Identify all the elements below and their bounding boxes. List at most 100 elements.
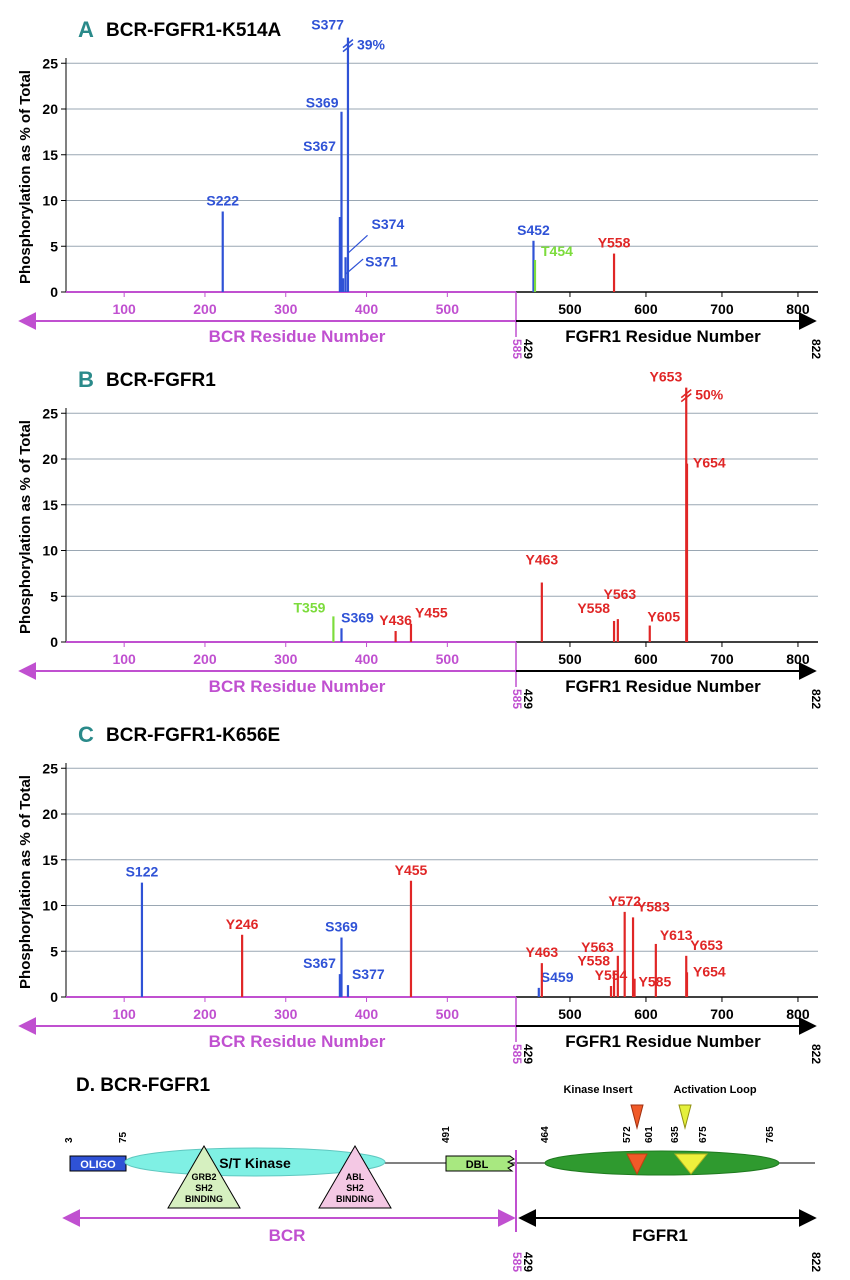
dbl-domain [445, 1155, 516, 1172]
bcr-axis-title: BCR Residue Number [209, 327, 386, 346]
x-tick-label-fgfr: 600 [634, 1006, 658, 1022]
fgfr1-label: FGFR1 [632, 1226, 688, 1245]
chart-title: BCR-FGFR1-K514A [106, 20, 282, 41]
bar-label-y583: Y583 [637, 898, 670, 914]
x-tick-label-fgfr: 800 [786, 651, 810, 667]
domain-map-title: D. BCR-FGFR1 [76, 1075, 210, 1096]
x-tick-label-bcr: 500 [436, 301, 460, 317]
y-tick-label: 25 [42, 55, 58, 71]
x-tick-label-fgfr: 500 [558, 1006, 582, 1022]
panel-letter: A [78, 17, 94, 42]
label-leader-line [347, 234, 368, 255]
residue-tick-675: 675 [698, 1126, 709, 1143]
bar-label-s367: S367 [303, 138, 336, 154]
axis-break-mark [680, 393, 692, 403]
x-tick-label-bcr: 300 [274, 651, 298, 667]
y-axis-label: Phosphorylation as % of Total [17, 420, 34, 634]
fgfr1-end-822: 822 [809, 1252, 823, 1272]
bar-label-s367: S367 [303, 955, 336, 971]
bar-label-y654: Y654 [693, 963, 726, 979]
x-tick-label-bcr: 200 [193, 651, 217, 667]
grb2-label-3: BINDING [185, 1194, 223, 1204]
bar-label-y463: Y463 [525, 944, 558, 960]
bar-label-s377: S377 [311, 17, 344, 33]
x-tick-label-fgfr: 500 [558, 301, 582, 317]
x-tick-label-fgfr: 800 [786, 1006, 810, 1022]
activation-loop-region [673, 1153, 709, 1175]
x-tick-label-fgfr: 600 [634, 651, 658, 667]
bcr-end-585: 585 [510, 1252, 524, 1272]
residue-tick-491: 491 [441, 1126, 452, 1143]
bcr-end-label: 585 [510, 689, 524, 709]
kinase-insert-region [626, 1153, 648, 1176]
bar-label-s122: S122 [126, 864, 159, 880]
x-tick-label-bcr: 300 [274, 301, 298, 317]
bar-label-y613: Y613 [660, 927, 693, 943]
abl-binding-domain [318, 1145, 392, 1209]
bar-label-y653: Y653 [650, 369, 683, 385]
fgfr-end-label: 822 [809, 1044, 823, 1064]
y-tick-label: 20 [42, 451, 58, 467]
grb2-label-2: SH2 [195, 1183, 213, 1193]
x-tick-label-bcr: 100 [112, 301, 136, 317]
bar-label-s369: S369 [306, 95, 339, 111]
bar-label-y455: Y455 [395, 862, 428, 878]
activation-loop-label: Activation Loop [673, 1084, 756, 1096]
fgfr-end-label: 822 [809, 339, 823, 359]
fgfr-axis-title: FGFR1 Residue Number [565, 327, 761, 346]
fgfr-start-label: 429 [521, 339, 535, 359]
residue-tick-464: 464 [540, 1126, 551, 1143]
dbl-label: DBL [466, 1159, 489, 1171]
abl-label-3: BINDING [336, 1194, 374, 1204]
bar-label-y246: Y246 [226, 916, 259, 932]
residue-tick-75: 75 [118, 1131, 129, 1143]
y-tick-label: 20 [42, 806, 58, 822]
bar-label-y605: Y605 [647, 609, 680, 625]
x-tick-label-bcr: 400 [355, 301, 379, 317]
bar-label-y436: Y436 [379, 612, 412, 628]
y-tick-label: 25 [42, 760, 58, 776]
bar-label-y563: Y563 [581, 939, 614, 955]
bcr-axis-title: BCR Residue Number [209, 677, 386, 696]
st-kinase-label: S/T Kinase [219, 1155, 291, 1171]
bar-label-s459: S459 [541, 969, 574, 985]
chart-panel-b: B BCR-FGFR1 Phosphorylation as % of Total 0… [17, 367, 823, 709]
bar-label-y455: Y455 [415, 605, 448, 621]
x-tick-label-bcr: 300 [274, 1006, 298, 1022]
x-tick-label-bcr: 500 [436, 1006, 460, 1022]
fgfr-end-label: 822 [809, 689, 823, 709]
bar-label-y653: Y653 [690, 937, 723, 953]
bar-label-s371: S371 [365, 253, 398, 269]
bar-label-s374: S374 [372, 216, 405, 232]
panel-letter: B [78, 367, 94, 392]
kinase-insert-label: Kinase Insert [563, 1084, 632, 1096]
x-tick-label-fgfr: 500 [558, 651, 582, 667]
bcr-axis-title: BCR Residue Number [209, 1032, 386, 1051]
bar-label-y558: Y558 [598, 235, 631, 251]
x-tick-label-bcr: 400 [355, 1006, 379, 1022]
abl-label-1: ABL [346, 1172, 365, 1182]
residue-tick-572: 572 [622, 1126, 633, 1143]
x-tick-label-fgfr: 700 [710, 301, 734, 317]
y-tick-label: 15 [42, 852, 58, 868]
bar-label-y558: Y558 [577, 600, 610, 616]
fgfr-start-label: 429 [521, 689, 535, 709]
fgfr-start-label: 429 [521, 1044, 535, 1064]
y-tick-label: 10 [42, 193, 58, 209]
fgfr1-kinase-domain [544, 1150, 780, 1176]
y-tick-label: 15 [42, 497, 58, 513]
chart-title: BCR-FGFR1-K656E [106, 725, 280, 746]
y-tick-label: 10 [42, 898, 58, 914]
x-tick-label-bcr: 400 [355, 651, 379, 667]
y-tick-label: 0 [50, 989, 58, 1005]
y-tick-label: 20 [42, 101, 58, 117]
label-leader-line [344, 258, 364, 276]
bar-label-s452: S452 [517, 222, 550, 238]
bar-label-y558: Y558 [577, 952, 610, 968]
axis-break-mark [680, 389, 692, 399]
bar-label-y563: Y563 [603, 586, 636, 602]
grb2-binding-domain [167, 1145, 241, 1209]
fgfr-axis-title: FGFR1 Residue Number [565, 1032, 761, 1051]
bar-label-y554: Y554 [595, 967, 628, 983]
